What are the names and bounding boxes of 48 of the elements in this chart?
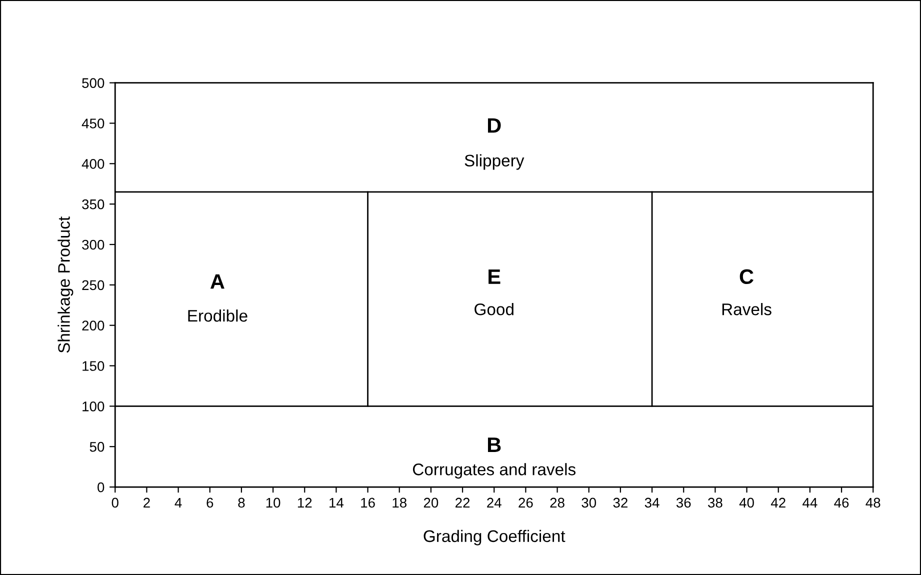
x-tick-label: 0	[112, 498, 118, 508]
annotation: D	[488, 118, 501, 133]
x-tick-label: 46	[834, 498, 849, 508]
x-tick-label: 14	[330, 498, 344, 508]
x-tick-label: 30	[582, 498, 596, 508]
x-axis-title: Grading Coefficient	[424, 530, 566, 546]
x-tick-label: 6	[206, 498, 214, 508]
x-tick-label: 10	[266, 498, 280, 508]
y-tick-label: 150	[82, 361, 104, 371]
annotation: A	[210, 274, 224, 289]
annotation: E	[488, 270, 500, 284]
x-tick-label: 28	[550, 498, 564, 508]
x-tick-label: 26	[518, 498, 533, 508]
x-tick-label: 34	[644, 498, 660, 508]
y-tick-label: 0	[98, 482, 104, 492]
y-tick-label: 100	[82, 402, 104, 412]
x-tick-label: 20	[424, 498, 438, 508]
annotation: B	[488, 438, 501, 452]
annotation: Corrugates and ravels	[412, 463, 576, 479]
annotation: Good	[474, 303, 514, 316]
annotation: Ravels	[722, 303, 772, 316]
x-tick-label: 36	[676, 498, 691, 508]
y-tick-label: 200	[82, 320, 104, 331]
y-tick-label: 350	[82, 199, 104, 210]
y-tick-label: 500	[82, 78, 104, 88]
x-tick-label: 12	[298, 498, 312, 508]
x-tick-label: 4	[174, 498, 182, 508]
x-tick-label: 48	[866, 498, 880, 508]
y-tick-label: 450	[82, 118, 104, 128]
x-tick-label: 16	[361, 498, 375, 508]
x-tick-label: 8	[238, 498, 245, 508]
x-tick-label: 18	[392, 498, 406, 508]
y-axis-title: Shrinkage Product	[58, 216, 74, 353]
x-tick-label: 40	[739, 498, 754, 508]
x-tick-label: 22	[456, 498, 470, 508]
x-tick-label: 32	[613, 498, 628, 508]
x-tick-label: 42	[770, 498, 786, 508]
x-tick-label: 44	[802, 498, 818, 508]
y-tick-label: 300	[82, 240, 104, 250]
x-tick-label: 38	[708, 498, 722, 508]
annotation: Erodible	[188, 309, 248, 322]
y-tick-label: 400	[82, 158, 104, 169]
annotation: C	[740, 269, 754, 284]
x-tick-label: 24	[487, 498, 502, 508]
x-tick-label: 2	[144, 498, 150, 508]
y-tick-label: 50	[90, 442, 104, 452]
annotation: Slippery	[464, 154, 524, 170]
y-tick-label: 250	[82, 280, 104, 290]
